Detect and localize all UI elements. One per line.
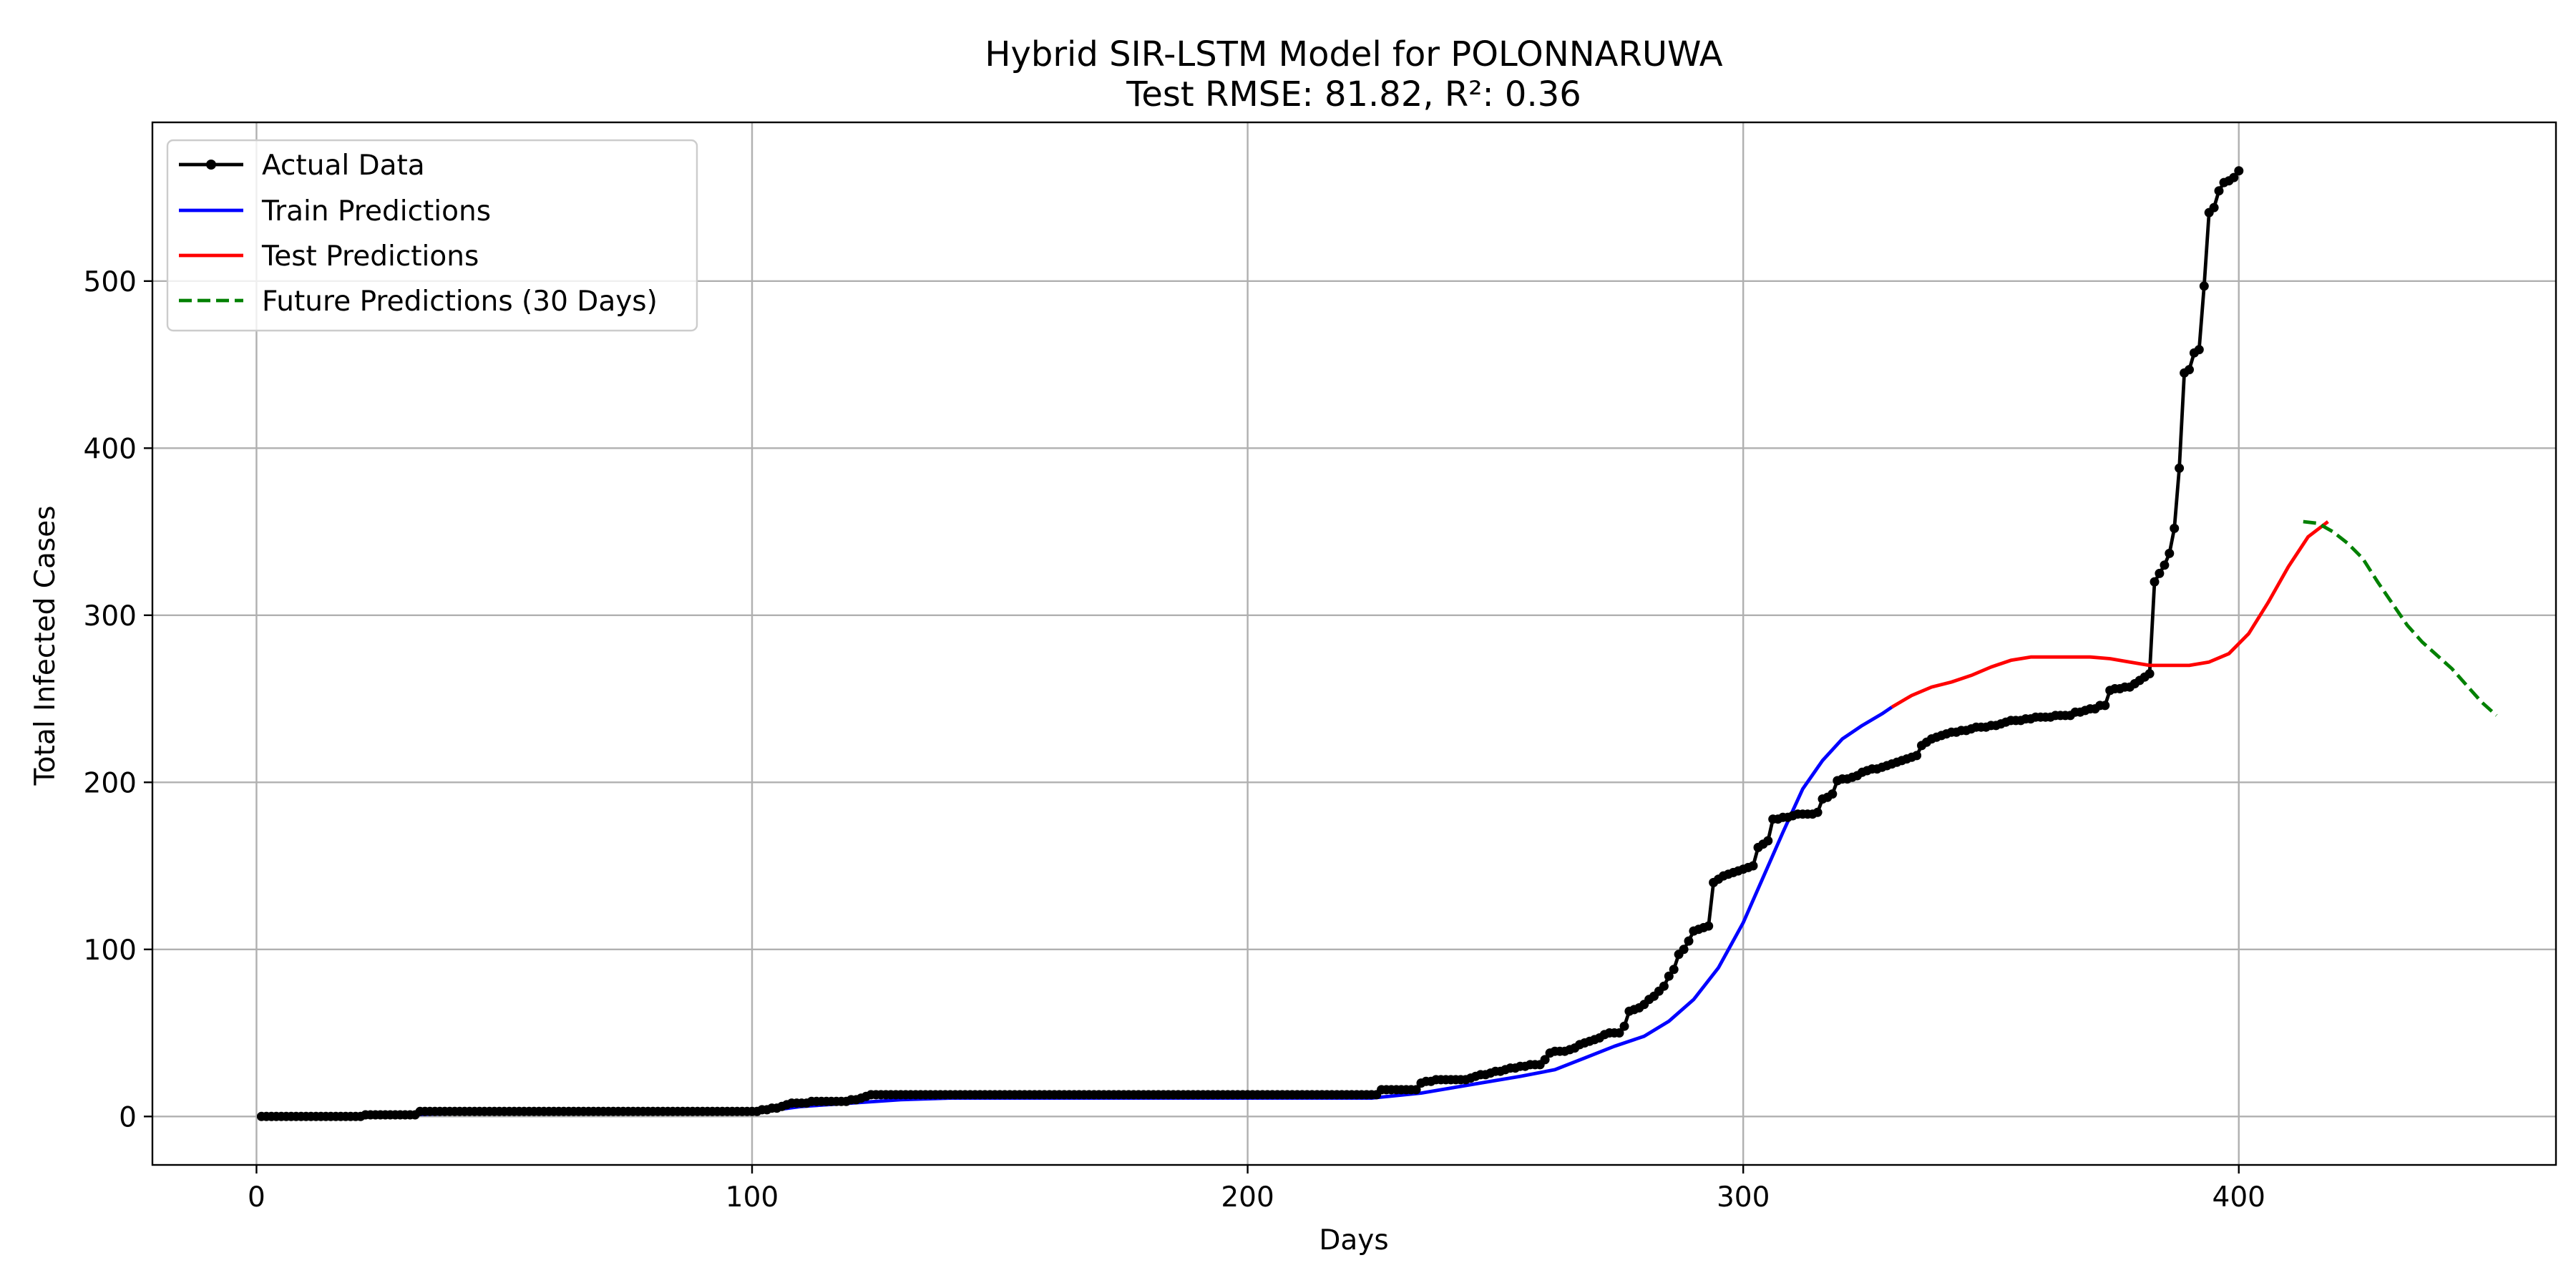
data-point (1669, 965, 1679, 975)
data-point (1828, 789, 1838, 799)
data-point (1912, 751, 1922, 761)
series-line-test-predictions (1890, 520, 2329, 709)
y-tick-label: 500 (84, 266, 137, 298)
data-point (1659, 981, 1669, 991)
y-tick-label: 200 (84, 767, 137, 799)
data-point (1619, 1021, 1629, 1031)
data-point (2145, 669, 2155, 678)
chart-subtitle: Test RMSE: 81.82, R²: 0.36 (1126, 74, 1581, 114)
data-point (1614, 1028, 1624, 1038)
legend-box (166, 139, 698, 332)
legend-item-actual: Actual Data (179, 150, 425, 182)
data-point (1763, 836, 1773, 846)
legend-label-test: Test Predictions (261, 240, 479, 273)
y-tick-label: 0 (119, 1101, 137, 1133)
legend-item-future: Future Predictions (30 Days) (179, 286, 658, 318)
data-point (1813, 807, 1823, 817)
series-markers-actual-data (256, 166, 2244, 1121)
legend-marker-actual (206, 160, 216, 170)
data-point (2185, 365, 2194, 375)
y-tick-label: 300 (84, 600, 137, 633)
data-point (2150, 577, 2160, 587)
axis-ticks: 0 100 200 300 400 0 100 200 300 400 500 (84, 266, 2265, 1214)
series-line-future-predictions-30-days (2303, 519, 2498, 717)
x-axis-label: Days (1319, 1224, 1388, 1257)
x-tick-label: 300 (1717, 1181, 1770, 1214)
data-point (2155, 568, 2165, 578)
data-point (1679, 945, 1689, 955)
data-point (2165, 548, 2175, 558)
x-tick-label: 0 (248, 1181, 265, 1214)
data-point (2170, 523, 2180, 533)
plot-frame (151, 121, 2557, 1166)
series-line-train-predictions (331, 706, 1893, 1118)
data-point (2214, 186, 2224, 196)
legend-label-train: Train Predictions (261, 195, 491, 228)
legend-item-test: Test Predictions (179, 240, 479, 273)
data-point (2194, 345, 2204, 355)
data-point (2175, 463, 2185, 473)
data-point (1411, 1085, 1421, 1095)
data-point (2160, 560, 2170, 570)
x-tick-label: 400 (2212, 1181, 2265, 1214)
data-point (2100, 701, 2110, 711)
y-tick-label: 100 (84, 935, 137, 967)
data-point (1664, 971, 1674, 981)
legend-label-actual: Actual Data (262, 150, 425, 182)
data-point (1684, 936, 1694, 946)
data-point (2234, 166, 2244, 176)
x-tick-label: 200 (1221, 1181, 1274, 1214)
y-tick-label: 400 (84, 433, 137, 465)
x-tick-label: 100 (726, 1181, 779, 1214)
data-point (1748, 861, 1758, 871)
data-point (1540, 1055, 1550, 1065)
legend-label-future: Future Predictions (30 Days) (262, 286, 658, 318)
y-axis-label: Total Infected Cases (29, 505, 62, 786)
chart-title: Hybrid SIR-LSTM Model for POLONNARUWA (985, 34, 1722, 74)
data-point (2199, 281, 2209, 291)
data-point (1704, 921, 1714, 931)
data-point (2229, 172, 2239, 182)
legend-item-train: Train Predictions (179, 195, 491, 228)
data-point (2209, 203, 2219, 213)
series-lines (256, 166, 2498, 1121)
legend: Actual Data Train Predictions Test Predi… (166, 139, 698, 332)
